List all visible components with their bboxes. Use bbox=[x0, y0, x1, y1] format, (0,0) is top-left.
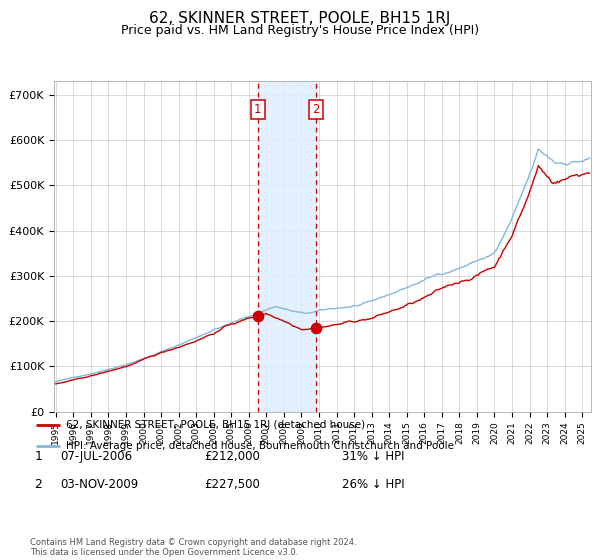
Point bbox=[253, 311, 263, 320]
Text: 26% ↓ HPI: 26% ↓ HPI bbox=[342, 478, 404, 491]
Text: Contains HM Land Registry data © Crown copyright and database right 2024.
This d: Contains HM Land Registry data © Crown c… bbox=[30, 538, 356, 557]
Text: 1: 1 bbox=[254, 103, 262, 116]
Text: £227,500: £227,500 bbox=[204, 478, 260, 491]
Point bbox=[311, 323, 321, 332]
Text: 2: 2 bbox=[34, 478, 43, 491]
Text: 31% ↓ HPI: 31% ↓ HPI bbox=[342, 450, 404, 463]
Text: Price paid vs. HM Land Registry's House Price Index (HPI): Price paid vs. HM Land Registry's House … bbox=[121, 24, 479, 36]
Text: HPI: Average price, detached house, Bournemouth Christchurch and Poole: HPI: Average price, detached house, Bour… bbox=[66, 441, 454, 450]
Bar bbox=[258, 81, 316, 412]
Text: 62, SKINNER STREET, POOLE, BH15 1RJ (detached house): 62, SKINNER STREET, POOLE, BH15 1RJ (det… bbox=[66, 421, 365, 430]
Text: 07-JUL-2006: 07-JUL-2006 bbox=[60, 450, 132, 463]
Text: 62, SKINNER STREET, POOLE, BH15 1RJ: 62, SKINNER STREET, POOLE, BH15 1RJ bbox=[149, 11, 451, 26]
Text: 03-NOV-2009: 03-NOV-2009 bbox=[60, 478, 138, 491]
Text: 2: 2 bbox=[313, 103, 320, 116]
Text: 1: 1 bbox=[34, 450, 43, 463]
Text: £212,000: £212,000 bbox=[204, 450, 260, 463]
